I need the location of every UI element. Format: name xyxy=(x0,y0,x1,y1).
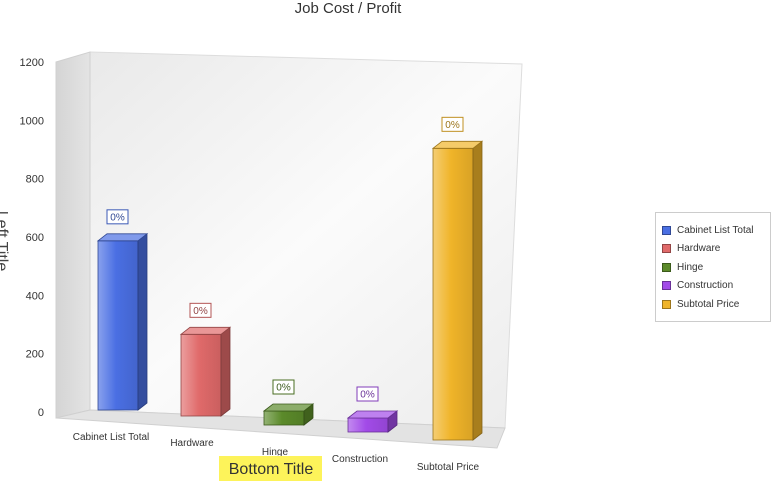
chart-title: Job Cost / Profit xyxy=(295,0,403,17)
data-label: 0% xyxy=(360,390,375,401)
legend-item[interactable]: Hinge xyxy=(662,258,764,277)
data-label: 0% xyxy=(193,306,208,317)
y-tick-label: 1000 xyxy=(20,115,44,127)
bar: 0% xyxy=(179,302,232,417)
legend-label: Subtotal Price xyxy=(677,298,740,310)
bar: 0% xyxy=(431,116,484,441)
bar: 0% xyxy=(96,209,149,411)
x-axis-label: Bottom Title xyxy=(229,461,314,478)
bar-top-face xyxy=(346,410,399,419)
x-tick-label: Hardware xyxy=(170,438,214,449)
legend-label: Hinge xyxy=(677,261,704,273)
bar-top-face xyxy=(431,140,484,149)
bar-front-face xyxy=(432,147,474,441)
bars: 0% 0% 0% 0% 0% xyxy=(96,116,484,441)
legend-swatch xyxy=(662,262,671,272)
bar-front-face xyxy=(180,333,222,417)
data-label-box xyxy=(441,116,464,132)
legend-swatch xyxy=(662,299,671,309)
bar-side-face xyxy=(137,233,148,411)
legend-label: Cabinet List Total xyxy=(677,224,754,236)
legend-swatch xyxy=(662,244,671,254)
legend-item[interactable]: Cabinet List Total xyxy=(662,221,764,240)
legend-item[interactable]: Construction xyxy=(662,277,764,296)
y-tick-label: 200 xyxy=(26,349,44,361)
data-label-box xyxy=(356,386,379,402)
bar: 0% xyxy=(262,379,315,426)
chart-floor xyxy=(55,409,506,449)
data-label: 0% xyxy=(445,120,460,131)
bar: 0% xyxy=(346,386,399,433)
legend-swatch xyxy=(662,281,671,291)
data-label-box xyxy=(189,302,212,318)
bar-side-face xyxy=(220,326,231,417)
legend-label: Hardware xyxy=(677,243,721,255)
bar-front-face xyxy=(263,410,305,426)
legend-item[interactable]: Subtotal Price xyxy=(662,295,764,314)
data-label: 0% xyxy=(110,212,125,223)
y-tick-label: 0 xyxy=(38,407,44,419)
y-axis-label: Left Title xyxy=(0,211,10,272)
legend-swatch xyxy=(662,225,671,235)
x-tick-label: Construction xyxy=(332,454,388,465)
data-label: 0% xyxy=(276,383,291,394)
x-tick-label: Cabinet List Total xyxy=(73,432,150,443)
bar-front-face xyxy=(97,240,139,411)
bar-top-face xyxy=(179,326,232,335)
x-tick-label: Hinge xyxy=(262,447,289,458)
x-axis-categories: Cabinet List Total Hardware Hinge Construct… xyxy=(73,432,480,473)
y-tick-label: 800 xyxy=(26,174,44,186)
y-tick-label: 1200 xyxy=(20,57,44,69)
y-tick-label: 600 xyxy=(26,232,44,244)
bar-top-face xyxy=(96,233,149,242)
legend-label: Construction xyxy=(677,280,734,292)
bar-front-face xyxy=(347,417,389,433)
data-label-box xyxy=(106,209,129,225)
x-axis-label-highlight xyxy=(219,456,322,481)
bar-top-face xyxy=(262,403,315,412)
x-tick-label: Subtotal Price xyxy=(417,462,480,473)
chart-side-wall xyxy=(55,51,91,419)
legend: Cabinet List Total Hardware Hinge Construct… xyxy=(655,212,771,322)
y-axis-ticks: 0 200 400 600 800 1000 1200 xyxy=(20,57,44,419)
data-label-box xyxy=(272,379,295,395)
y-tick-label: 400 xyxy=(26,290,44,302)
bar-side-face xyxy=(472,140,483,441)
legend-item[interactable]: Hardware xyxy=(662,240,764,259)
